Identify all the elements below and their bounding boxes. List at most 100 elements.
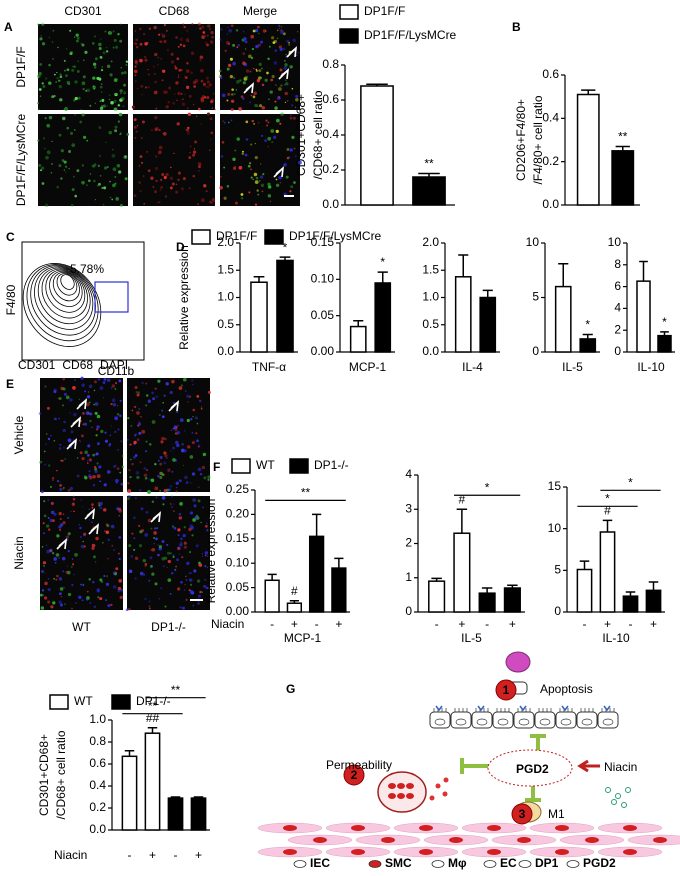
micrograph-speck — [101, 187, 104, 190]
micrograph-speck — [71, 188, 75, 192]
bar — [286, 602, 303, 613]
micrograph-speck — [232, 43, 236, 47]
micrograph-speck — [226, 67, 230, 71]
micrograph-speck — [80, 42, 82, 45]
micrograph-speck — [154, 462, 157, 466]
legend-swatch — [49, 694, 69, 710]
micrograph-speck — [267, 182, 271, 186]
micrograph-speck — [128, 468, 131, 472]
micrograph-speck — [206, 95, 210, 100]
smc-nucleus — [517, 837, 531, 843]
micrograph-speck — [180, 541, 183, 543]
micrograph-speck — [63, 392, 67, 396]
micrograph-speck — [91, 521, 93, 524]
micrograph-speck — [125, 64, 128, 66]
smc-nucleus — [283, 825, 297, 831]
micrograph-speck — [45, 77, 48, 80]
micrograph-speck — [154, 387, 157, 390]
micrograph-speck — [177, 528, 181, 532]
micrograph-speck — [142, 32, 146, 36]
micrograph-speck — [288, 44, 290, 46]
micrograph-speck — [67, 488, 71, 492]
micrograph-speck — [201, 553, 204, 555]
y-tick-label: 0 — [614, 344, 621, 358]
micrograph-speck — [91, 506, 94, 509]
micrograph-speck — [117, 428, 120, 431]
micrograph-speck — [96, 442, 100, 446]
micrograph-speck — [137, 391, 140, 395]
micrograph-speck — [157, 200, 161, 204]
legend-swatch — [339, 28, 359, 44]
micrograph-speck — [241, 152, 245, 156]
micrograph-speck — [45, 544, 48, 547]
micrograph-speck — [185, 69, 190, 73]
micrograph-speck — [120, 23, 122, 25]
flow-contour — [45, 269, 86, 313]
micrograph-speck — [47, 528, 51, 531]
micrograph-speck — [169, 503, 172, 505]
micrograph-speck — [269, 200, 272, 203]
micrograph-speck — [163, 23, 167, 27]
micrograph-speck — [242, 150, 244, 153]
micrograph-speck — [81, 113, 85, 117]
micrograph-speck — [46, 406, 50, 410]
pgd2-zone — [487, 749, 573, 787]
micrograph-speck — [104, 166, 108, 170]
micrograph-speck — [264, 30, 267, 32]
micrograph-speck — [291, 87, 294, 90]
micrograph-speck — [240, 193, 244, 196]
micrograph-speck — [170, 429, 173, 432]
micrograph-speck — [63, 108, 65, 111]
x-axis-label: MCP-1 — [349, 360, 387, 374]
micrograph-speck — [88, 384, 93, 389]
micrograph-speck — [80, 499, 83, 501]
stain-label: CD68 — [62, 358, 93, 372]
micrograph-speck — [67, 550, 70, 553]
micrograph-speck — [161, 79, 164, 82]
micrograph-speck — [55, 578, 58, 581]
micrograph-speck — [102, 51, 106, 55]
micrograph-speck — [176, 431, 181, 435]
micrograph-speck — [138, 544, 143, 548]
micrograph-speck — [285, 82, 289, 86]
micrograph-speck — [173, 503, 175, 505]
micrograph-speck — [176, 57, 180, 61]
micrograph-speck — [171, 379, 175, 384]
micrograph-speck — [78, 398, 81, 401]
micrograph-speck — [204, 524, 208, 528]
micrograph-speck — [50, 171, 53, 174]
panel-letter: E — [6, 377, 14, 391]
microvilli — [433, 708, 447, 712]
micrograph-speck — [276, 37, 279, 40]
micrograph-speck — [98, 182, 101, 186]
significance-mark: * — [662, 315, 667, 329]
micrograph-speck — [200, 25, 205, 29]
micrograph-speck — [211, 198, 216, 202]
micrograph-speck — [212, 92, 215, 95]
micrograph-speck — [280, 84, 283, 87]
micrograph-speck — [91, 503, 94, 506]
micrograph-speck — [72, 563, 75, 566]
y-tick-label: 0.25 — [226, 482, 250, 496]
niacin-dot — [611, 799, 617, 805]
micrograph-speck — [196, 395, 200, 398]
y-axis-label: /CD68+ cell ratio — [311, 90, 325, 179]
micrograph-speck — [155, 179, 158, 183]
micrograph-speck — [59, 487, 63, 491]
micrograph-speck — [165, 172, 169, 177]
micrograph-speck — [183, 589, 186, 591]
micrograph-speck — [84, 476, 88, 480]
x-axis-label: MCP-1 — [284, 631, 322, 645]
micrograph-speck — [133, 118, 137, 122]
error-bar — [312, 513, 322, 537]
micrograph-speck — [193, 504, 197, 508]
micrograph-speck — [178, 516, 183, 520]
micrograph-speck — [133, 537, 136, 540]
micrograph-speck — [57, 46, 59, 49]
micrograph-speck — [77, 60, 79, 62]
micrograph-speck — [58, 396, 62, 400]
micrograph-speck — [120, 203, 123, 207]
receptor — [435, 705, 443, 712]
micrograph-speck — [91, 543, 96, 548]
comparison-label: * — [605, 492, 610, 506]
